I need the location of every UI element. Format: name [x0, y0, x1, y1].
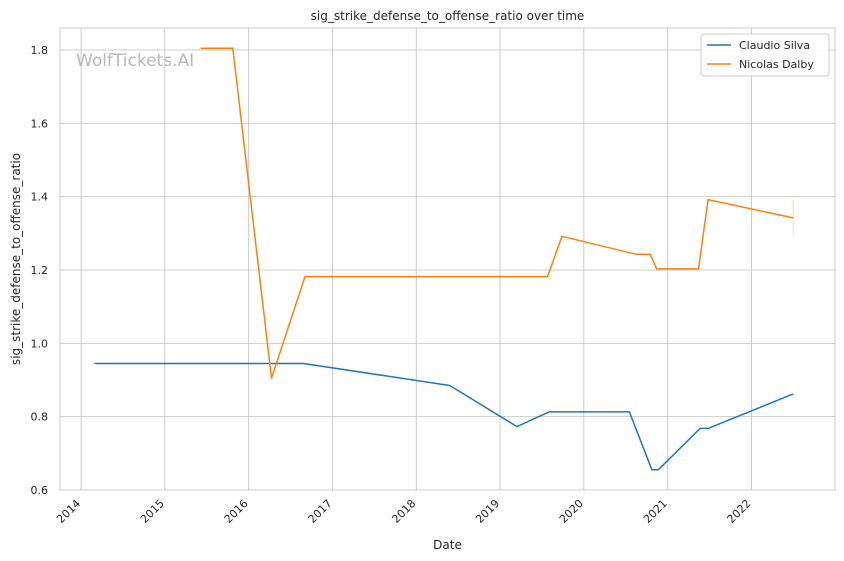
y-tick-label: 1.6	[31, 117, 49, 130]
watermark: WolfTickets.AI	[76, 51, 194, 71]
y-tick-label: 0.6	[31, 484, 49, 497]
y-tick-label: 1.4	[31, 191, 49, 204]
y-tick-label: 1.8	[31, 44, 49, 57]
series-lines	[94, 47, 794, 471]
series-line	[200, 47, 794, 379]
y-tick-label: 1.0	[31, 337, 49, 350]
y-axis-title: sig_strike_defense_to_offense_ratio	[9, 153, 23, 365]
series-line	[94, 362, 794, 471]
x-axis-title: Date	[433, 538, 462, 552]
y-tick-label: 1.2	[31, 264, 49, 277]
legend-label: Nicolas Dalby	[739, 58, 814, 71]
legend-label: Claudio Silva	[739, 39, 810, 52]
plot-frame	[59, 27, 836, 491]
chart-title: sig_strike_defense_to_offense_ratio over…	[311, 9, 585, 23]
legend: Claudio Silva Nicolas Dalby	[700, 33, 830, 77]
gridlines	[60, 28, 835, 491]
y-tick-label: 0.8	[31, 411, 49, 424]
legend-box	[700, 33, 830, 77]
